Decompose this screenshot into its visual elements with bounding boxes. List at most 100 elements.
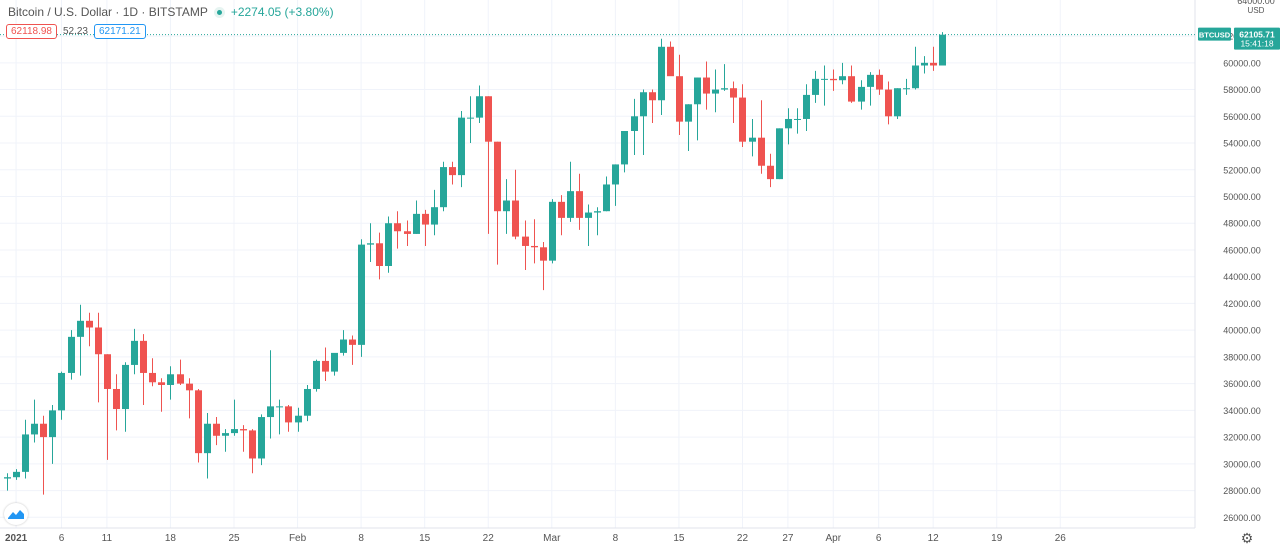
candle <box>358 239 365 357</box>
candle-body <box>658 46 665 101</box>
candle <box>186 378 193 419</box>
x-tick-label: 11 <box>102 533 113 544</box>
candle <box>912 46 919 90</box>
candle <box>195 388 202 463</box>
candle-body <box>794 118 801 120</box>
candle <box>758 100 765 174</box>
candle-body <box>558 201 565 218</box>
candle-body <box>594 211 601 213</box>
candle <box>494 141 501 265</box>
candle <box>776 128 783 180</box>
candle <box>322 347 329 381</box>
x-tick-label: 22 <box>737 533 749 544</box>
last-price-text: 62105.71 <box>1239 30 1275 40</box>
candle-body <box>739 97 746 142</box>
candle-body <box>640 92 647 117</box>
candle <box>640 89 647 156</box>
x-tick-label: Apr <box>825 533 841 544</box>
candle <box>658 38 665 115</box>
y-tick-label: 28000.00 <box>1223 486 1261 496</box>
candle-body <box>531 245 538 248</box>
candle-body <box>394 223 401 232</box>
candle <box>213 417 220 446</box>
candle <box>485 96 492 234</box>
y-tick-label: 38000.00 <box>1223 352 1261 362</box>
candle-body <box>458 117 465 176</box>
y-tick-label: 32000.00 <box>1223 433 1261 443</box>
x-tick-label: Feb <box>289 533 307 544</box>
candle-body <box>131 340 138 365</box>
candle-body <box>549 201 556 261</box>
candle-body <box>467 117 474 119</box>
candle-body <box>685 104 692 122</box>
x-tick-label: 25 <box>228 533 240 544</box>
candle <box>712 69 719 113</box>
candle <box>104 354 111 460</box>
buy-button[interactable]: 62171.21 <box>94 24 146 39</box>
candle <box>939 32 946 66</box>
candle-body <box>440 167 447 208</box>
candle <box>86 312 93 347</box>
candle-body <box>349 339 356 345</box>
candle-body <box>694 77 701 105</box>
candle <box>68 330 75 380</box>
candle-body <box>49 410 56 438</box>
candle <box>594 207 601 236</box>
candle-body <box>621 130 628 165</box>
candle-body <box>276 406 283 408</box>
candle <box>549 199 556 264</box>
candle <box>467 96 474 144</box>
candle <box>95 312 102 403</box>
candle-body <box>177 374 184 384</box>
y-tick-label: 50000.00 <box>1223 192 1261 202</box>
x-tick-label: 27 <box>782 533 794 544</box>
candle <box>4 473 11 491</box>
candle-body <box>385 223 392 267</box>
candle-body <box>367 243 374 245</box>
candle-body <box>95 327 102 355</box>
candle-body <box>721 88 728 90</box>
candle <box>49 405 56 464</box>
candle <box>848 65 855 103</box>
candle-body <box>476 96 483 118</box>
symbol-title: Bitcoin / U.S. Dollar · 1D · BITSTAMP <box>8 5 208 19</box>
candle <box>821 65 828 106</box>
candle-body <box>867 74 874 87</box>
candle <box>77 304 84 376</box>
candle-body <box>267 406 274 418</box>
candle-body <box>240 429 247 431</box>
candle <box>349 335 356 365</box>
candle <box>540 241 547 291</box>
candle-body <box>322 360 329 372</box>
x-tick-label: Mar <box>543 533 561 544</box>
candle-body <box>231 429 238 434</box>
candle-body <box>667 46 674 77</box>
gear-icon[interactable]: ⚙ <box>1240 530 1254 546</box>
tradingview-logo-icon[interactable] <box>4 503 28 525</box>
candle-body <box>830 78 837 81</box>
sell-button[interactable]: 62118.98 <box>6 24 57 39</box>
candle <box>867 72 874 106</box>
candle <box>458 110 465 188</box>
candle-body <box>213 423 220 436</box>
candle <box>340 330 347 356</box>
x-tick-label: 12 <box>928 533 940 544</box>
trade-buttons: 62118.98 52.23 62171.21 <box>6 24 146 39</box>
candle <box>767 153 774 188</box>
x-tick-label: 8 <box>358 533 364 544</box>
candle <box>249 429 256 474</box>
candle-body <box>522 236 529 246</box>
candle <box>404 220 411 246</box>
candle <box>749 118 756 157</box>
candle <box>603 176 610 212</box>
candle-body <box>603 184 610 212</box>
candle-body <box>167 374 174 385</box>
spread-value: 52.23 <box>62 26 88 37</box>
candle <box>158 378 165 412</box>
candle-body <box>140 340 147 373</box>
candle-body <box>567 191 574 218</box>
candle-body <box>58 372 65 411</box>
candle <box>394 211 401 249</box>
candle <box>240 425 247 452</box>
